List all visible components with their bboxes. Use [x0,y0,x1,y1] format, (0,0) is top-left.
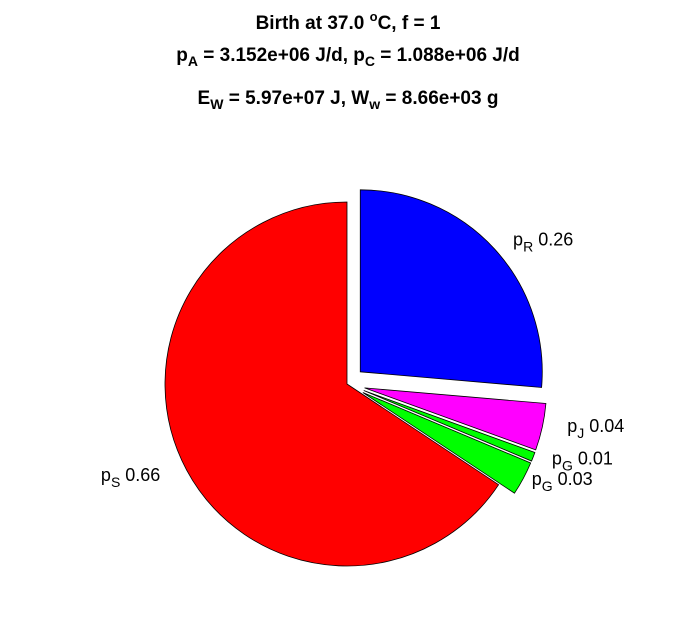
title-pa-symbol: p [176,45,188,66]
title-line-3: EW = 5.97e+07 J, Ww = 8.66e+03 g [0,88,696,112]
title-line-2: pA = 3.152e+06 J/d, pC = 1.088e+06 J/d [0,45,696,69]
slice-label-4: pS 0.66 [101,465,160,490]
title-pc-value: = 1.088e+06 J/d [375,45,520,66]
title-line1-rest: C, f = 1 [377,13,441,34]
title-ww-value: = 8.66e+03 g [380,88,499,109]
slice-label-3: pG 0.03 [532,469,593,494]
title-pc-symbol: p [353,45,365,66]
title-ew-value: = 5.97e+07 J, [223,88,352,109]
pie-slice-pg-3 [362,392,532,494]
title-ew-sub: W [210,96,224,112]
title-line1-degree: o [369,9,378,24]
title-ww-sub: w [369,96,381,112]
slice-label-0: pR 0.26 [513,229,573,254]
title-line1-text: Birth at 37.0 [255,13,370,34]
pie-slice-ps-4 [164,201,500,567]
title-ew-symbol: E [197,88,211,109]
title-line-1: Birth at 37.0 oC, f = 1 [0,10,696,35]
title-pc-sub: C [364,53,376,69]
pie-slice-pj-1 [364,387,547,451]
title-pa-sub: A [187,53,198,69]
title-ww-symbol: W [351,88,370,109]
pie-slice-pg-2 [363,390,536,462]
slice-label-1: pJ 0.04 [567,416,624,441]
title-pa-value: = 3.152e+06 J/d, [197,45,354,66]
slice-label-2: pG 0.01 [552,449,613,474]
pie-slice-pr-0 [359,189,543,388]
